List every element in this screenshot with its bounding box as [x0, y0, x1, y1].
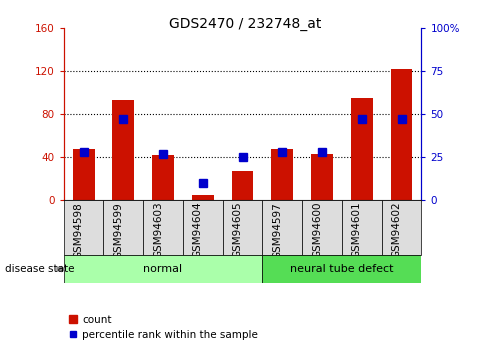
FancyBboxPatch shape — [183, 200, 222, 255]
Text: GSM94601: GSM94601 — [352, 202, 362, 258]
Text: GSM94604: GSM94604 — [193, 202, 203, 258]
Bar — [192, 195, 214, 200]
FancyBboxPatch shape — [103, 200, 143, 255]
FancyBboxPatch shape — [143, 200, 183, 255]
Text: GSM94602: GSM94602 — [392, 202, 401, 258]
Text: normal: normal — [144, 264, 183, 274]
Bar — [351, 98, 373, 200]
FancyBboxPatch shape — [64, 200, 103, 255]
Text: disease state: disease state — [5, 264, 74, 274]
FancyBboxPatch shape — [263, 200, 302, 255]
Legend: count, percentile rank within the sample: count, percentile rank within the sample — [69, 315, 258, 340]
FancyBboxPatch shape — [263, 255, 421, 283]
Bar — [391, 69, 413, 200]
Text: GSM94597: GSM94597 — [272, 202, 282, 258]
FancyBboxPatch shape — [222, 200, 263, 255]
Text: GSM94599: GSM94599 — [113, 202, 123, 258]
Text: GSM94605: GSM94605 — [233, 202, 243, 258]
Bar — [152, 155, 174, 200]
FancyBboxPatch shape — [342, 200, 382, 255]
FancyBboxPatch shape — [64, 255, 263, 283]
Bar — [271, 149, 293, 200]
Bar — [112, 100, 134, 200]
Text: GDS2470 / 232748_at: GDS2470 / 232748_at — [169, 17, 321, 31]
Text: GSM94600: GSM94600 — [312, 202, 322, 258]
Text: GSM94598: GSM94598 — [74, 202, 84, 258]
Bar — [232, 171, 253, 200]
Text: GSM94603: GSM94603 — [153, 202, 163, 258]
Bar — [73, 149, 95, 200]
FancyBboxPatch shape — [382, 200, 421, 255]
Text: neural tube defect: neural tube defect — [290, 264, 393, 274]
FancyBboxPatch shape — [302, 200, 342, 255]
Bar — [311, 154, 333, 200]
